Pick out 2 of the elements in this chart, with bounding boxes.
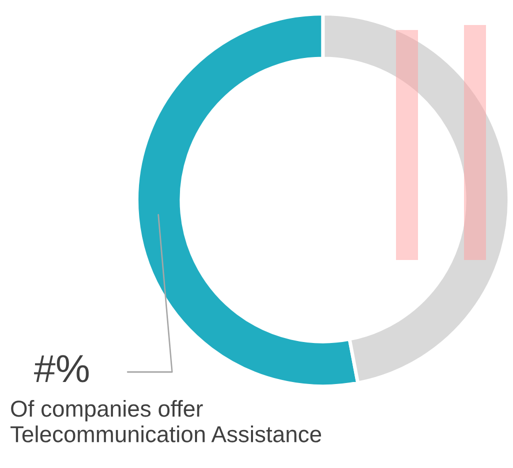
text: Of companies offer Telecommunication Assistance <box>10 400 322 442</box>
text: #% <box>34 355 89 382</box>
